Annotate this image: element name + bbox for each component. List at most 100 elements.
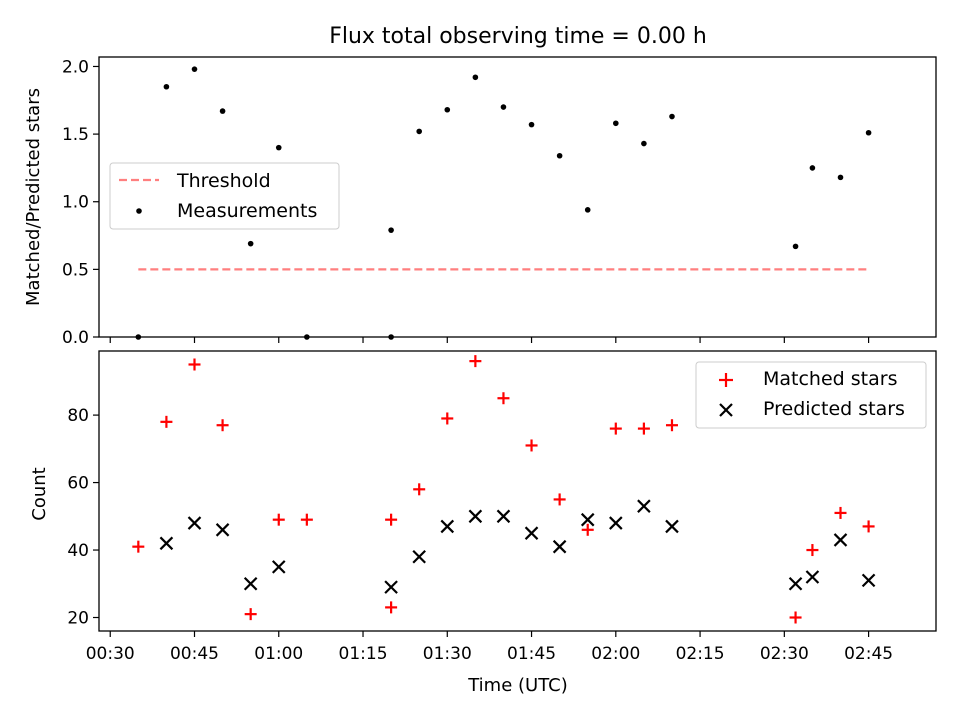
matched-stars-point — [497, 392, 510, 405]
matched-stars-point — [806, 544, 819, 557]
predicted-stars-point — [609, 516, 623, 530]
predicted-stars-point — [468, 509, 483, 524]
predicted-x-b — [215, 523, 230, 537]
predicted-x-b — [609, 516, 623, 530]
measurement-point — [219, 108, 226, 114]
measurement-point — [669, 113, 675, 120]
predicted-stars-point — [665, 519, 679, 534]
legend-predicted-swatch — [719, 403, 733, 417]
predicted-x-b — [788, 576, 803, 591]
predicted-x-b — [665, 519, 679, 534]
predicted-stars-point — [159, 536, 174, 551]
measurement-point — [613, 120, 619, 127]
predicted-stars-point — [861, 573, 876, 588]
legend-threshold-label: Threshold — [176, 170, 271, 192]
top-legend: Threshold Measurements — [109, 162, 340, 230]
matched-stars-point — [385, 513, 398, 526]
bottom-plot-marks — [132, 355, 876, 624]
top-y-tick-label: 1.5 — [62, 125, 89, 145]
matched-stars-point — [525, 439, 538, 452]
measurement-point — [444, 106, 451, 113]
matched-stars-point — [469, 355, 482, 368]
predicted-stars-point — [187, 516, 202, 530]
matched-stars-point — [553, 493, 566, 506]
top-axes: 0.00.51.01.52.0 Matched/Predicted stars … — [23, 56, 937, 348]
matched-stars-point — [385, 601, 398, 614]
measurement-point — [191, 66, 198, 72]
legend-predicted-label: Predicted stars — [763, 398, 905, 420]
predicted-stars-point — [637, 499, 651, 513]
predicted-x-b — [805, 570, 820, 584]
predicted-stars-point — [412, 550, 426, 564]
legend-measurements-label: Measurements — [177, 200, 317, 222]
bottom-x-tick-label: 01:00 — [254, 644, 303, 664]
measurement-point — [584, 207, 591, 213]
top-y-tick-label: 2.0 — [62, 57, 89, 77]
matched-stars-point — [665, 419, 678, 432]
predicted-stars-point — [243, 576, 258, 591]
measurement-point — [641, 140, 647, 147]
predicted-x-b — [440, 519, 455, 534]
matched-stars-point — [216, 419, 229, 432]
bottom-y-tick-label: 60 — [67, 474, 89, 494]
bottom-y-tick-label: 80 — [67, 406, 89, 426]
matched-stars-point — [132, 540, 145, 553]
bottom-x-tick-label: 01:30 — [423, 644, 472, 664]
measurement-point — [500, 104, 507, 110]
predicted-x-b — [861, 573, 876, 588]
matched-stars-point — [609, 422, 622, 435]
predicted-x-b — [833, 533, 848, 547]
measurement-point — [556, 152, 563, 159]
bottom-y-tick-label: 20 — [67, 609, 89, 629]
top-y-axis-label: Matched/Predicted stars — [23, 88, 44, 306]
measurement-point — [792, 243, 799, 250]
bottom-x-tick-label: 02:30 — [760, 644, 809, 664]
top-axes-frame — [98, 56, 937, 338]
measurement-point — [416, 128, 422, 135]
predicted-stars-point — [384, 580, 398, 594]
matched-stars-point — [272, 513, 285, 526]
bottom-x-tick-label: 02:00 — [591, 644, 640, 664]
measurement-point — [247, 240, 254, 247]
predicted-x-b — [412, 550, 426, 564]
bottom-x-tick-label: 02:15 — [676, 644, 725, 664]
top-y-tick-label: 1.0 — [62, 193, 89, 213]
matched-stars-point — [581, 523, 594, 536]
legend-matched-label: Matched stars — [763, 368, 897, 390]
matched-stars-point — [834, 506, 847, 519]
measurement-point — [528, 121, 535, 128]
bottom-legend-box — [695, 361, 927, 429]
measurement-point — [472, 74, 479, 81]
top-y-tick-label: 0.5 — [62, 260, 89, 280]
measurement-point — [388, 227, 394, 233]
bottom-x-ticks: 00:30 00:45 01:00 01:15 01:30 01:45 02:00 02:15… — [86, 631, 893, 664]
bottom-x-tick-label: 01:45 — [507, 644, 556, 664]
measurement-point — [865, 129, 872, 136]
top-y-tick-label: 0.0 — [62, 328, 89, 348]
measurement-point — [837, 174, 844, 181]
matched-stars-point — [862, 520, 875, 533]
predicted-stars-point — [552, 539, 567, 554]
predicted-x-b — [552, 539, 567, 554]
predicted-stars-point — [271, 560, 286, 574]
bottom-y-ticks: 20 40 60 80 — [67, 406, 99, 629]
predicted-x-b — [496, 509, 511, 524]
predicted-stars-point — [580, 512, 595, 527]
predicted-stars-point — [524, 526, 539, 540]
predicted-stars-point — [496, 509, 511, 524]
matched-stars-point — [789, 611, 802, 624]
matched-stars-point — [441, 412, 454, 425]
predicted-x-b — [384, 580, 398, 594]
predicted-x-b — [187, 516, 202, 530]
top-legend-box — [109, 162, 340, 230]
bottom-y-axis-label: Count — [29, 467, 50, 520]
matched-stars-point — [160, 415, 173, 428]
bottom-x-tick-label: 01:15 — [339, 644, 388, 664]
legend-matched-swatch — [719, 373, 733, 387]
predicted-x-b — [243, 576, 258, 591]
measurement-point — [809, 165, 816, 171]
bottom-x-tick-label: 00:30 — [86, 644, 135, 664]
